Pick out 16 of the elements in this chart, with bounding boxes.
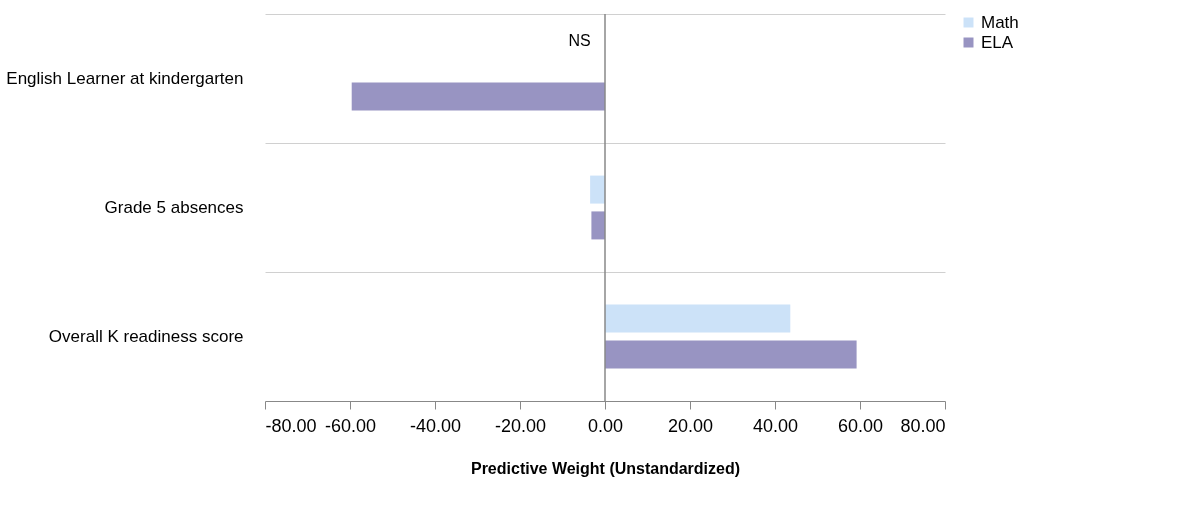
annotation: NS [568,31,591,49]
x-axis-title: Predictive Weight (Unstandardized) [470,459,741,477]
x-tick-label: 0.00 [587,415,624,436]
x-tick-label: -40.00 [409,415,462,436]
legend-label: Math [981,12,1019,32]
y-tick-label: English Learner at kindergarten [6,68,244,88]
x-tick-label: 40.00 [752,415,799,436]
x-tick-label: -20.00 [494,415,547,436]
x-tick-label: 80.00 [900,415,946,436]
x-tick-label: 20.00 [667,415,714,436]
legend-label: ELA [981,32,1014,52]
x-tick-label: -80.00 [265,415,317,436]
y-tick-label: Grade 5 absences [104,197,244,217]
x-tick-label: -60.00 [324,415,377,436]
y-tick-label: Overall K readiness score [48,326,244,346]
x-tick-label: 60.00 [837,415,884,436]
